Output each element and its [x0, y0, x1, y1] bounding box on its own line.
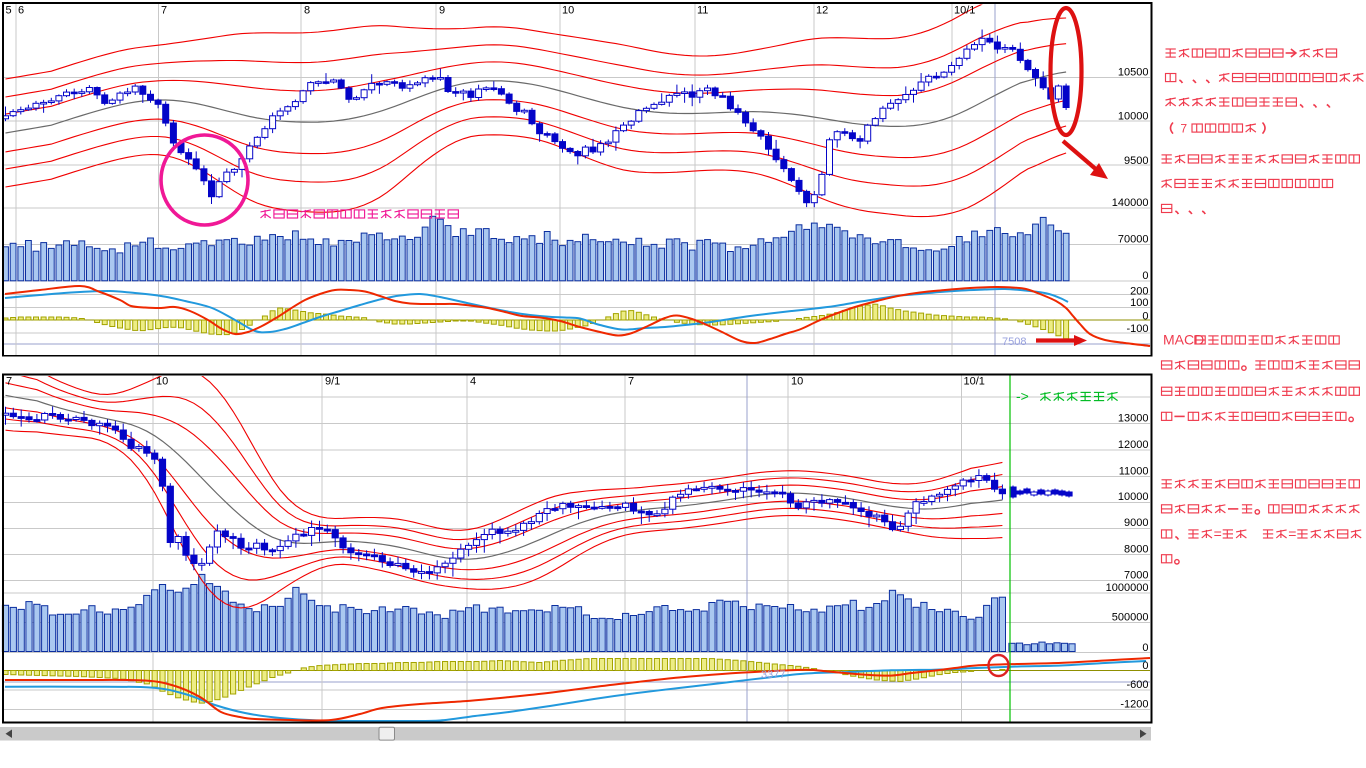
svg-text:6: 6: [18, 5, 24, 17]
svg-text:11: 11: [697, 5, 708, 17]
svg-text:11000: 11000: [1119, 466, 1149, 478]
svg-text:5: 5: [6, 5, 12, 17]
svg-text:7: 7: [161, 5, 167, 17]
svg-text:9000: 9000: [1124, 517, 1148, 529]
svg-text:10000: 10000: [1118, 111, 1149, 123]
svg-text:500000: 500000: [1112, 612, 1149, 624]
svg-text:10/1: 10/1: [964, 376, 985, 388]
svg-text:-1200: -1200: [1120, 699, 1148, 711]
svg-text:9/1: 9/1: [325, 376, 340, 388]
svg-text:10: 10: [562, 5, 574, 17]
svg-text:9: 9: [439, 5, 445, 17]
svg-text:=: =: [1214, 526, 1222, 542]
svg-text:10: 10: [791, 376, 803, 388]
svg-text:140000: 140000: [1112, 197, 1149, 209]
svg-text:100: 100: [1130, 297, 1148, 309]
svg-text:9500: 9500: [1124, 155, 1148, 167]
svg-text:12: 12: [816, 5, 828, 17]
svg-text:->: ->: [1016, 388, 1029, 404]
svg-text:1000000: 1000000: [1106, 582, 1149, 594]
svg-text:7000: 7000: [1124, 570, 1148, 582]
svg-text:MACD: MACD: [1163, 332, 1204, 348]
svg-text:0: 0: [1142, 660, 1148, 672]
svg-text:7: 7: [628, 376, 634, 388]
svg-text:10: 10: [156, 376, 168, 388]
svg-text:13000: 13000: [1118, 413, 1149, 425]
svg-text:7: 7: [6, 376, 12, 388]
svg-text:10000: 10000: [1118, 491, 1149, 503]
svg-text:7508: 7508: [1002, 336, 1026, 348]
svg-text:7: 7: [1180, 122, 1187, 136]
svg-text:0: 0: [1142, 310, 1148, 322]
svg-text:-100: -100: [1126, 323, 1148, 335]
svg-text:200: 200: [1130, 286, 1148, 298]
svg-text:0: 0: [1142, 270, 1148, 282]
svg-text:3377: 3377: [761, 669, 785, 681]
svg-text:12000: 12000: [1118, 439, 1149, 451]
svg-text:70000: 70000: [1118, 233, 1149, 245]
svg-text:-600: -600: [1126, 679, 1148, 691]
svg-text:10/1: 10/1: [954, 5, 975, 17]
svg-text:4: 4: [470, 376, 476, 388]
svg-text:=: =: [1288, 526, 1296, 542]
svg-text:10500: 10500: [1118, 66, 1149, 78]
svg-text:8: 8: [304, 5, 310, 17]
svg-text:0: 0: [1142, 642, 1148, 654]
svg-text:8000: 8000: [1124, 544, 1148, 556]
